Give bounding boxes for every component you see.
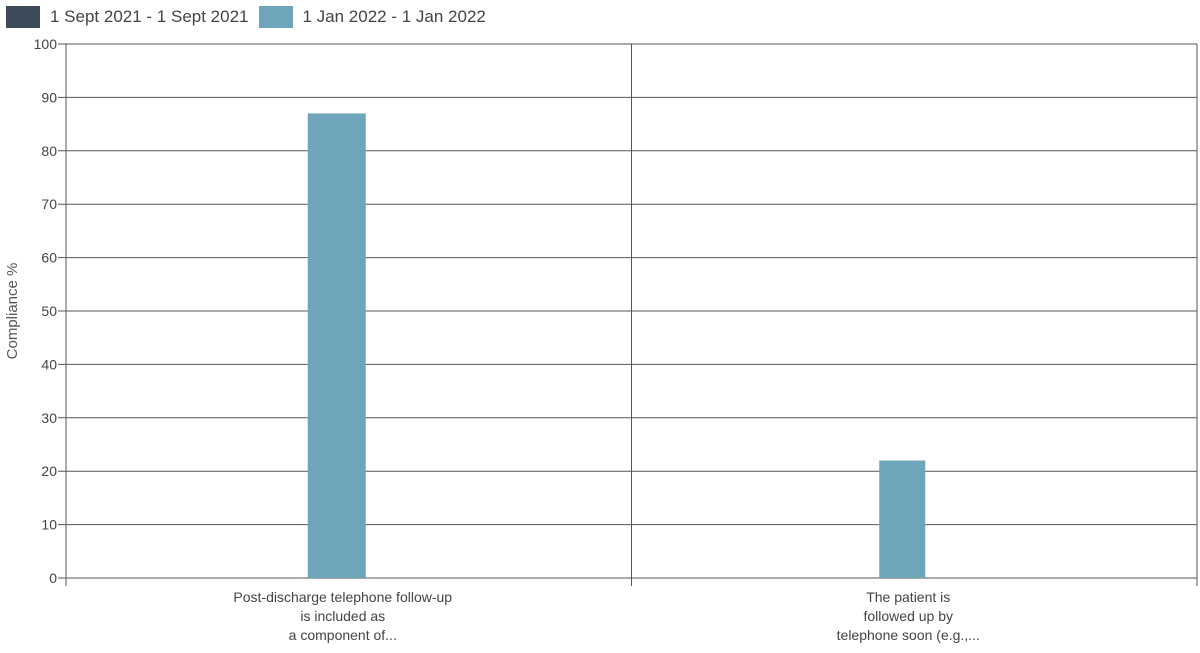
y-tick-label-0: 0 bbox=[49, 570, 57, 586]
legend-swatch-series-1 bbox=[6, 6, 40, 28]
y-tick-label-40: 40 bbox=[41, 356, 57, 372]
bar-series-2-category-1 bbox=[307, 113, 366, 579]
bar-series-2-category-2 bbox=[879, 460, 926, 578]
x-category-label-1-line-1: Post-discharge telephone follow-up bbox=[233, 589, 452, 605]
y-tick-label-10: 10 bbox=[41, 517, 57, 533]
y-tick-label-30: 30 bbox=[41, 410, 57, 426]
y-tick-label-60: 60 bbox=[41, 250, 57, 266]
y-tick-label-70: 70 bbox=[41, 196, 57, 212]
x-category-label-1-line-2: is included as bbox=[300, 608, 385, 624]
y-axis-title: Compliance % bbox=[4, 263, 21, 360]
chart-legend: 1 Sept 2021 - 1 Sept 2021 1 Jan 2022 - 1… bbox=[6, 4, 486, 30]
legend-swatch-series-2 bbox=[258, 6, 293, 28]
y-tick-label-20: 20 bbox=[41, 463, 57, 479]
x-category-label-2-line-2: followed up by bbox=[863, 608, 953, 624]
y-tick-label-50: 50 bbox=[41, 303, 57, 319]
y-tick-label-100: 100 bbox=[34, 36, 58, 52]
x-category-label-1-line-3: a component of... bbox=[289, 627, 397, 643]
x-category-label-2-line-3: telephone soon (e.g.,... bbox=[837, 627, 980, 643]
x-category-label-2-line-1: The patient is bbox=[866, 589, 950, 605]
legend-label-series-2: 1 Jan 2022 - 1 Jan 2022 bbox=[302, 7, 486, 26]
legend-item-series-1[interactable]: 1 Sept 2021 - 1 Sept 2021 bbox=[6, 6, 249, 28]
legend-label-series-1: 1 Sept 2021 - 1 Sept 2021 bbox=[50, 7, 249, 26]
y-tick-label-90: 90 bbox=[41, 89, 57, 105]
y-tick-label-80: 80 bbox=[41, 143, 57, 159]
legend-item-series-2[interactable]: 1 Jan 2022 - 1 Jan 2022 bbox=[258, 6, 486, 28]
